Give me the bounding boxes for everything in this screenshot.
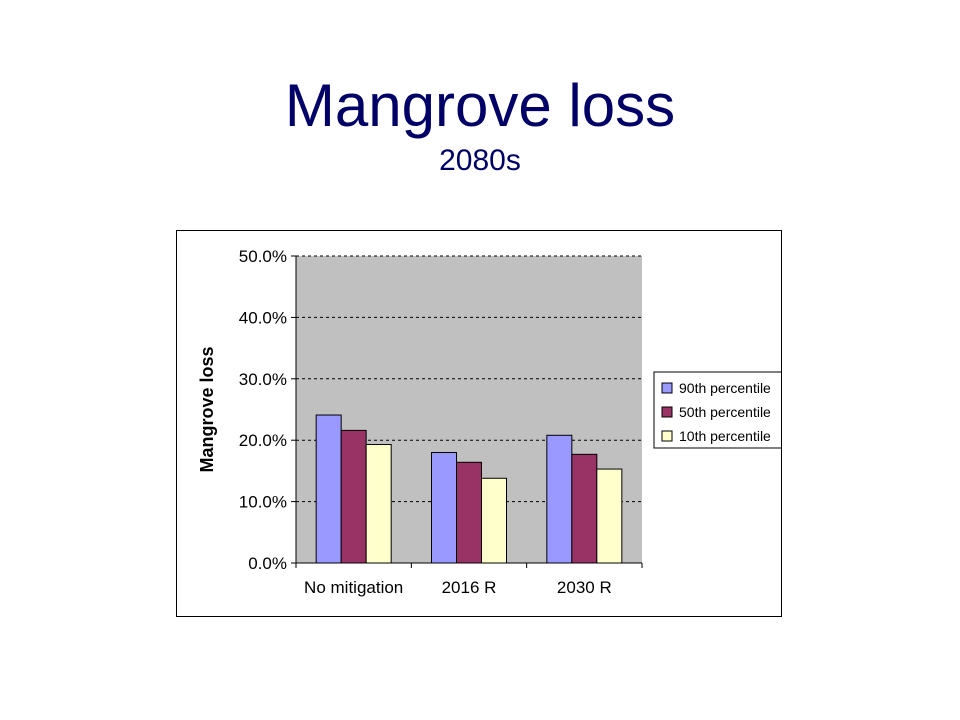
bar — [365, 443, 392, 564]
y-tick-label: 50.0% — [239, 247, 287, 266]
bar — [431, 451, 457, 564]
legend-label: 50th percentile — [679, 404, 771, 420]
y-tick-label: 10.0% — [239, 493, 287, 512]
bar — [481, 477, 507, 564]
legend-label: 90th percentile — [679, 380, 771, 396]
bar-chart: 0.0% 10.0% 20.0% 30.0% 40.0% 50.0% No mitigati… — [197, 247, 781, 597]
legend-label: 10th percentile — [679, 428, 771, 444]
slide-title: Mangrove loss — [284, 72, 676, 139]
y-tick-label: 40.0% — [239, 308, 287, 327]
bar — [571, 453, 598, 564]
y-axis-title: Mangrove loss — [197, 346, 217, 472]
bar — [596, 468, 623, 564]
bar — [340, 429, 367, 564]
legend-swatch — [661, 382, 673, 394]
y-tick-label: 0.0% — [248, 554, 287, 573]
legend — [653, 371, 781, 449]
bar — [456, 461, 482, 564]
bar — [315, 414, 342, 564]
x-tick-label: 2016 R — [442, 578, 497, 597]
legend-swatch — [661, 406, 673, 418]
bar — [546, 434, 573, 564]
legend-swatch — [661, 430, 673, 442]
y-tick-label: 20.0% — [239, 431, 287, 450]
slide-subtitle: 2080s — [439, 144, 521, 177]
chart-frame: 0.0% 10.0% 20.0% 30.0% 40.0% 50.0% No mitigati… — [176, 230, 782, 617]
x-tick-label: No mitigation — [304, 578, 403, 597]
x-tick-label: 2030 R — [557, 578, 612, 597]
y-tick-label: 30.0% — [239, 370, 287, 389]
